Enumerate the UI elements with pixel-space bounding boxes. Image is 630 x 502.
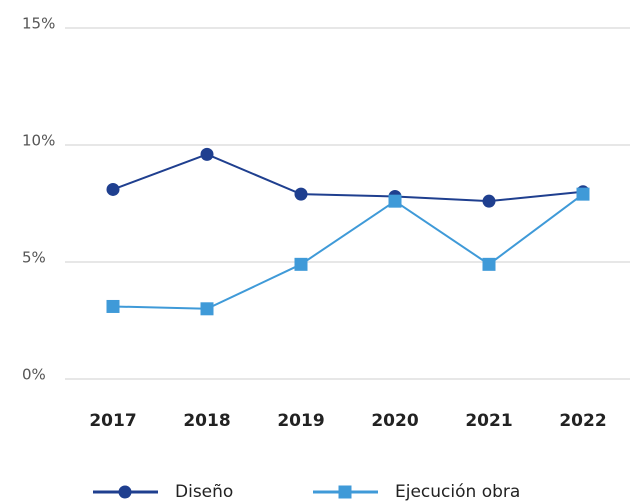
y-tick-label: 15% [22,15,55,33]
series-line [112,153,584,203]
series-line [112,193,584,310]
point [200,302,214,316]
x-tick-label: 2021 [465,411,512,431]
point [388,194,402,208]
x-tick-label: 2018 [183,411,230,431]
point [338,485,352,499]
x-tick-label: 2020 [371,411,418,431]
y-tick-label: 5% [22,249,46,267]
x-tick-label: 2019 [277,411,324,431]
y-tick-label: 10% [22,132,55,150]
y-tick-label: 0% [22,366,46,384]
x-tick-label: 2017 [89,411,136,431]
x-tick-label: 2022 [559,411,606,431]
point [106,299,120,313]
point [482,194,496,208]
point [106,182,120,196]
point [200,147,214,161]
point [482,257,496,271]
legend-label: Diseño [175,482,233,502]
point [294,257,308,271]
point [294,187,308,201]
point [576,187,590,201]
legend-label: Ejecución obra [395,482,520,502]
point [118,485,132,499]
